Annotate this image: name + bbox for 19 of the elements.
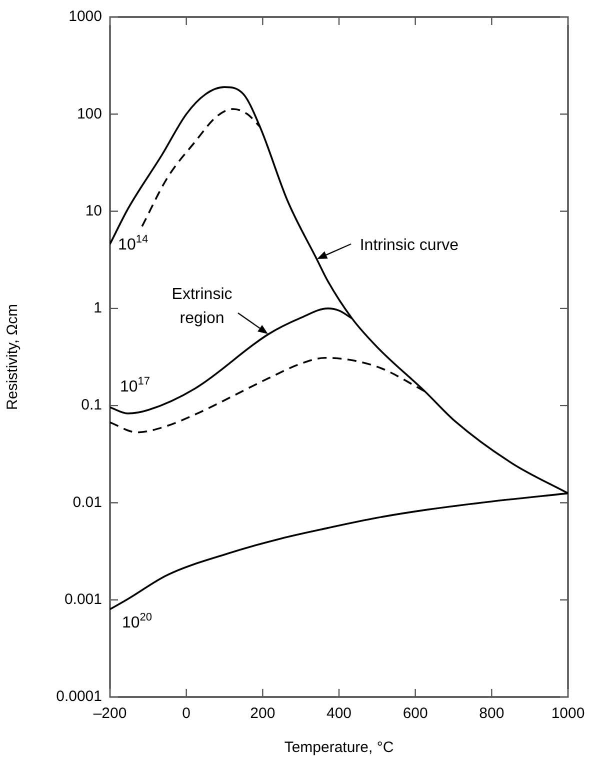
y-tick-label: 0.0001 xyxy=(56,688,102,706)
y-tick-label: 100 xyxy=(76,105,102,122)
x-tick-label: 1000 xyxy=(551,705,585,722)
y-tick-label: 0.1 xyxy=(81,396,102,414)
y-axis-title: Resistivity, Ωcm xyxy=(4,304,22,410)
x-tick-label: –200 xyxy=(93,705,127,722)
y-tick-label: 10 xyxy=(85,202,102,220)
x-tick-label: 200 xyxy=(250,705,276,722)
x-tick-label: 0 xyxy=(182,705,191,722)
annotation: Intrinsic curve xyxy=(360,236,459,254)
y-tick-label: 1 xyxy=(94,300,102,317)
annotation: Extrinsic region xyxy=(172,286,232,327)
x-axis-title: Temperature, °C xyxy=(284,739,394,756)
y-tick-label: 0.001 xyxy=(64,591,102,608)
x-tick-label: 600 xyxy=(402,705,428,722)
y-tick-label: 1000 xyxy=(68,8,102,26)
x-tick-label: 400 xyxy=(326,705,352,722)
y-tick-label: 0.01 xyxy=(72,494,102,511)
x-tick-label: 800 xyxy=(479,705,504,722)
